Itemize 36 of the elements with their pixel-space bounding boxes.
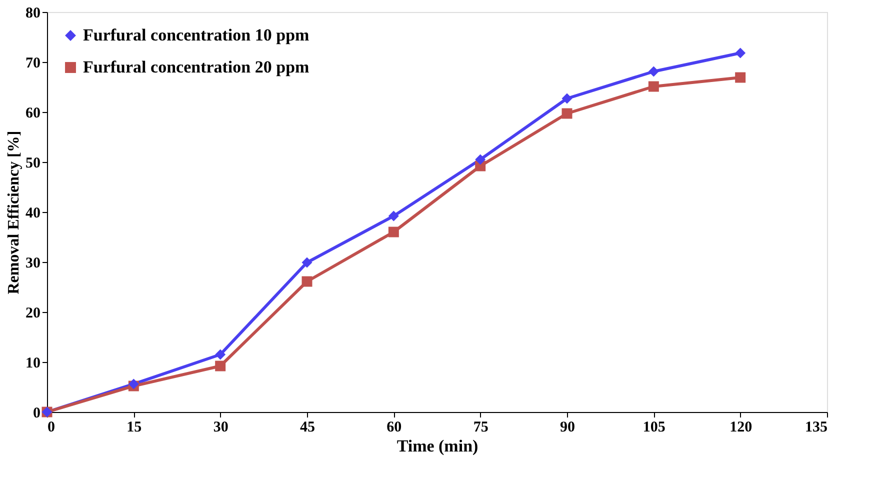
x-tick-label: 105 — [642, 420, 666, 436]
legend-label: Furfural concentration 20 ppm — [83, 58, 310, 76]
y-tick-label: 20 — [26, 306, 40, 322]
point — [302, 276, 312, 287]
x-tick-label: 120 — [730, 420, 752, 436]
x-tick-label: 15 — [126, 420, 142, 436]
y-tick-label: 10 — [26, 356, 40, 372]
point — [388, 210, 399, 222]
y-axis-title: Removal Efficiency [%] — [6, 130, 22, 294]
y-tick-label: 80 — [26, 6, 40, 22]
x-tick-label: 45 — [300, 420, 315, 436]
y-tick-label: 0 — [33, 406, 40, 422]
point — [735, 72, 746, 83]
x-tick-label: 0 — [48, 420, 55, 436]
x-tick-label: 30 — [213, 420, 228, 436]
x-tick-label: 75 — [473, 420, 488, 436]
point — [388, 226, 399, 238]
y-tick-label: 70 — [26, 56, 40, 72]
point — [648, 66, 659, 77]
y-tick-label: 40 — [26, 206, 40, 222]
point — [475, 154, 486, 165]
x-tick-label: 60 — [386, 420, 402, 436]
point — [648, 81, 659, 92]
y-tick-label: 30 — [26, 256, 40, 272]
point — [562, 93, 572, 104]
point — [562, 108, 572, 119]
y-tick-label: 60 — [26, 106, 40, 122]
legend-label: Furfural concentration 10 ppm — [83, 26, 310, 44]
x-tick-label: 135 — [805, 420, 828, 436]
x-tick-label: 90 — [560, 420, 575, 436]
point — [302, 257, 312, 268]
point — [215, 349, 226, 360]
point — [215, 360, 226, 372]
x-axis-title: Time (min) — [396, 436, 478, 456]
y-tick-label: 50 — [26, 156, 40, 172]
point — [735, 48, 746, 58]
